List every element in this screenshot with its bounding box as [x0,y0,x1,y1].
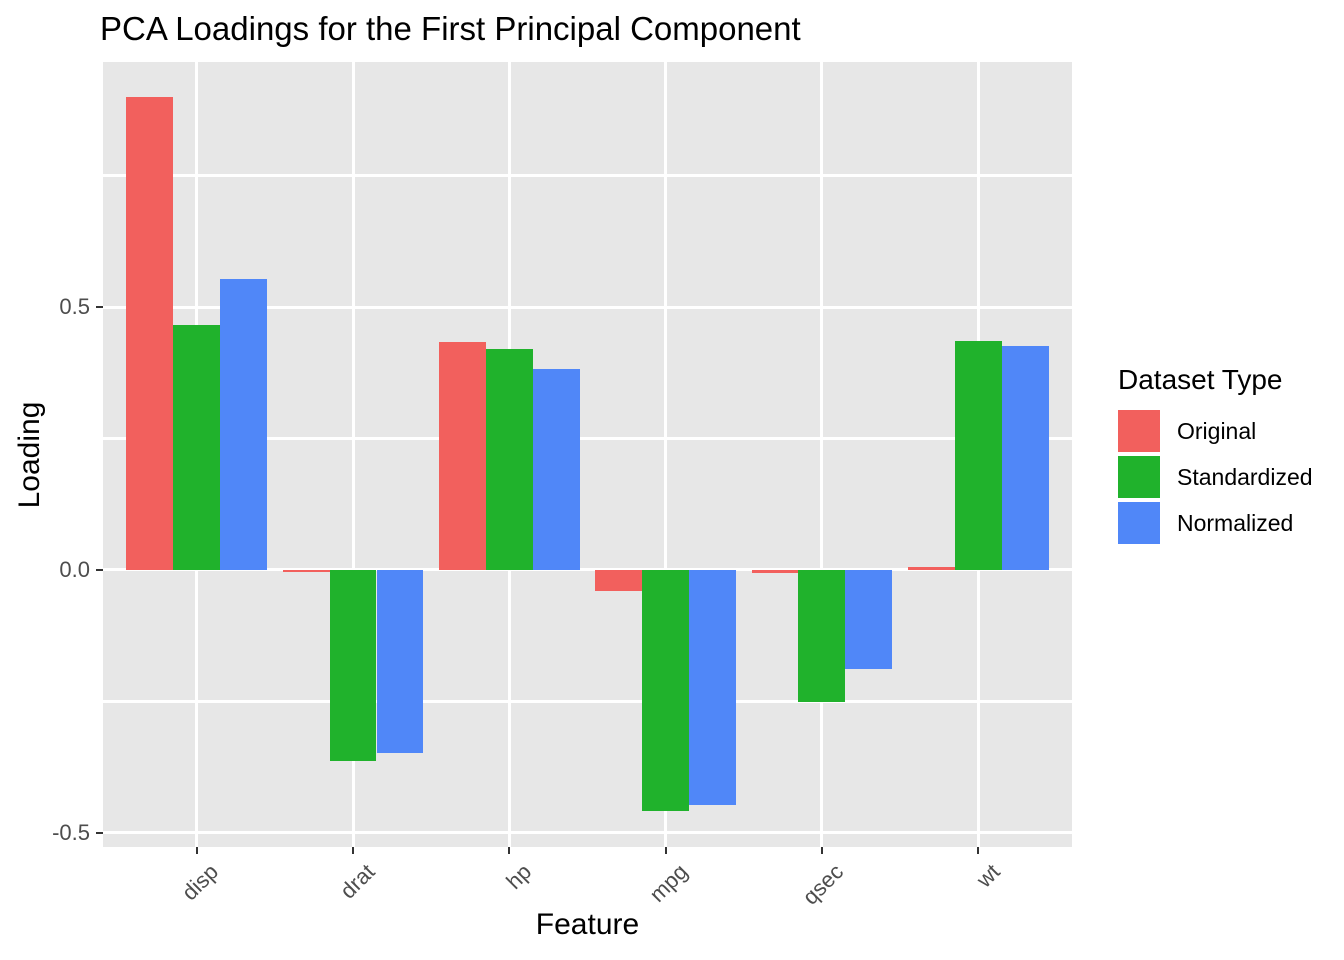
legend-item-standardized: Standardized [1118,456,1313,498]
bar-mpg-standardized [642,569,690,812]
gridline-minor-y [103,174,1072,178]
y-axis-title: Loading [13,401,46,509]
legend-key-swatch [1118,502,1160,544]
bar-qsec-normalized [845,569,893,669]
y-tick-mark [96,568,103,571]
bar-qsec-original [751,569,799,574]
bar-disp-standardized [173,325,221,570]
x-tick-mark [977,847,980,854]
legend-item-label: Original [1177,417,1257,444]
legend-item-label: Standardized [1177,463,1313,490]
y-tick-mark [96,306,103,309]
plot-panel [103,62,1072,847]
bar-disp-original [126,96,174,570]
gridline-major-y [103,305,1072,309]
x-tick-mark [352,847,355,854]
legend-key-swatch [1118,456,1160,498]
legend-item-normalized: Normalized [1118,502,1313,544]
bar-drat-standardized [329,569,377,761]
x-tick-label: drat [335,859,380,904]
bar-drat-original [282,569,330,572]
bar-disp-normalized [220,278,268,570]
bar-qsec-standardized [798,569,846,703]
chart-title: PCA Loadings for the First Principal Com… [100,10,801,47]
gridline-major-y [103,831,1072,835]
y-tick-label: 0.5 [59,294,90,320]
gridline-major-x [351,62,355,847]
x-tick-label: wt [971,859,1005,893]
bar-hp-standardized [485,348,533,570]
bar-wt-original [907,566,955,570]
legend-title: Dataset Type [1118,364,1283,395]
x-tick-mark [820,847,823,854]
x-tick-label: mpg [644,859,693,907]
bar-hp-normalized [532,368,580,570]
x-tick-mark [664,847,667,854]
x-tick-mark [508,847,511,854]
x-tick-label: qsec [798,859,849,910]
y-tick-label: 0.0 [59,556,90,582]
legend-item-label: Normalized [1177,509,1294,536]
gridline-major-y [103,568,1072,572]
legend-items: Original Standardized Normalized [1118,410,1313,544]
bar-wt-standardized [954,340,1002,570]
bar-mpg-normalized [689,569,736,806]
bar-hp-original [439,342,486,570]
x-tick-label: disp [177,859,224,906]
bar-mpg-original [595,569,643,591]
gridline-major-x [664,62,668,847]
y-tick-mark [96,831,103,834]
bar-drat-normalized [376,569,424,754]
y-tick-label: -0.5 [52,819,90,845]
x-axis-title: Feature [535,908,640,941]
gridline-major-x [820,62,824,847]
x-tick-label: hp [501,859,537,894]
x-tick-mark [195,847,198,854]
bar-wt-normalized [1001,346,1049,570]
legend-key-swatch [1118,410,1160,452]
legend: Dataset Type Original Standardized Normali… [1110,364,1313,544]
legend-item-original: Original [1118,410,1313,452]
gridline-minor-y [103,699,1072,703]
gridline-minor-y [103,436,1072,440]
